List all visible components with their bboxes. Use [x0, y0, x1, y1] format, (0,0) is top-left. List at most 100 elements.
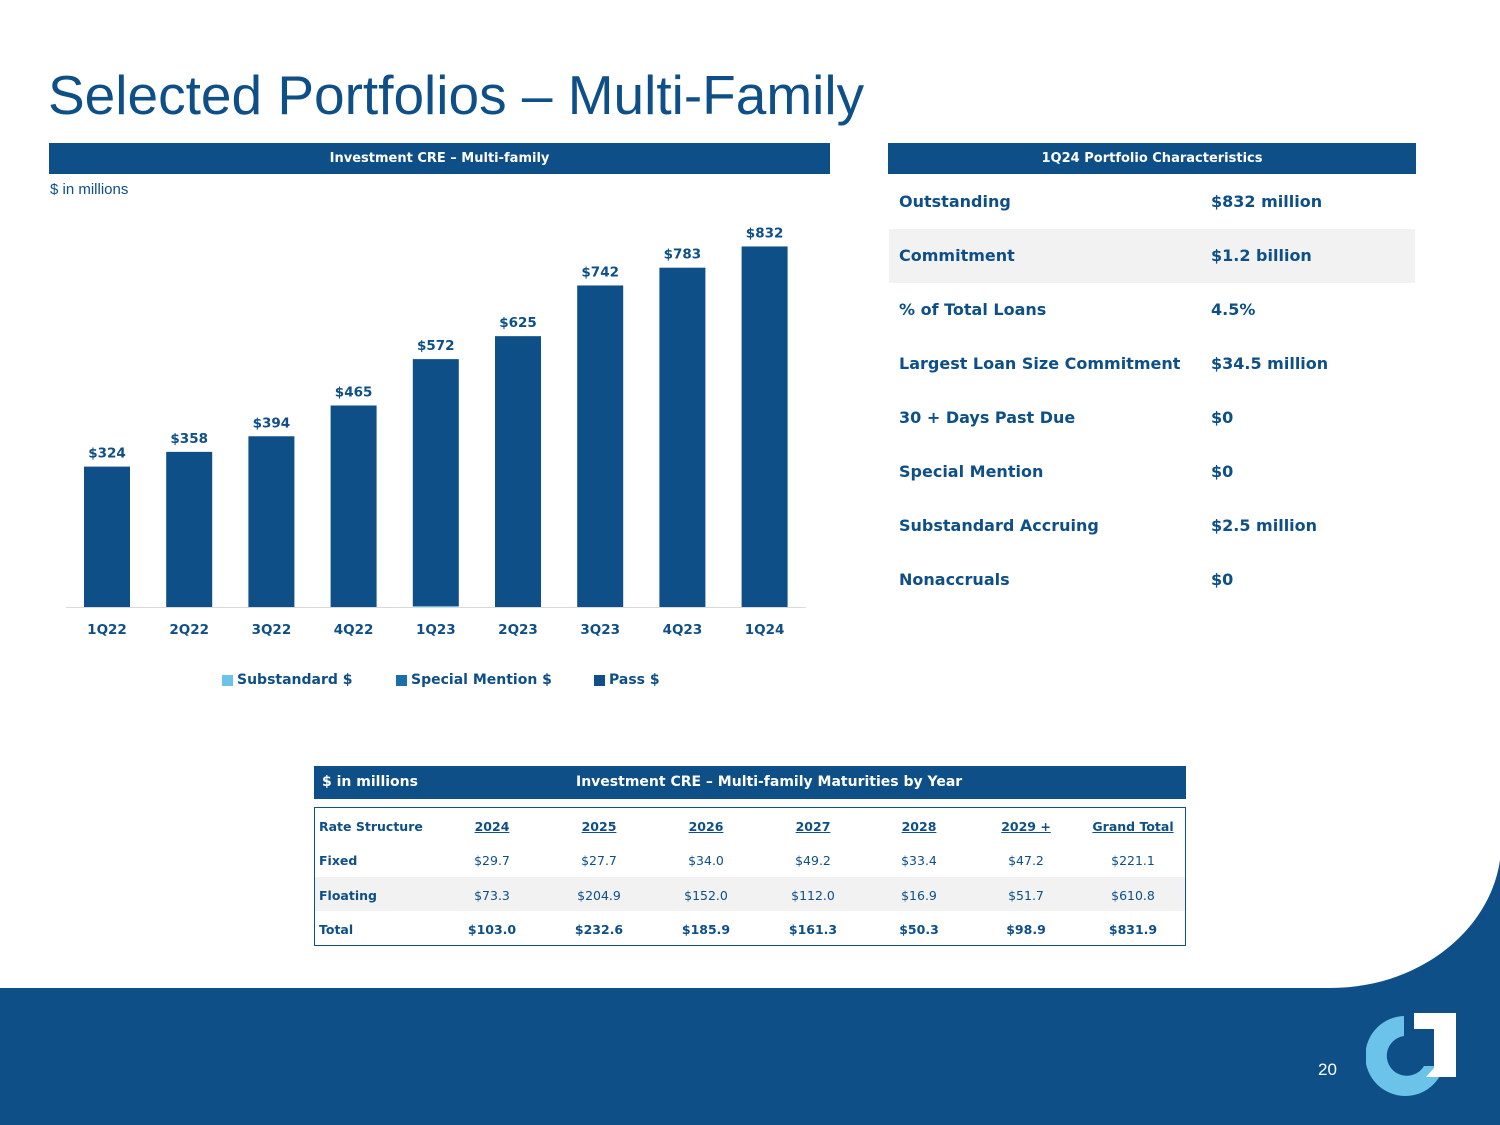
table-cell: $161.3 — [788, 922, 838, 937]
data-label-1Q24: $832 — [746, 225, 784, 241]
char-value: $0 — [1211, 408, 1234, 427]
table-cell: Floating — [319, 888, 377, 903]
company-logo-icon — [1366, 1013, 1456, 1096]
table-cell: $51.7 — [1008, 888, 1044, 903]
char-label: Substandard Accruing — [899, 516, 1099, 535]
table-cell: $16.9 — [901, 888, 937, 903]
table-cell: $98.9 — [1006, 922, 1046, 937]
table-cell: $73.3 — [474, 888, 510, 903]
char-value: $0 — [1211, 462, 1234, 481]
maturities-table: Rate Structure 2024 2025 2026 2027 2028 … — [314, 807, 1186, 946]
table-cell: $27.7 — [581, 853, 617, 868]
char-row-special-mention: Special Mention $0 — [889, 445, 1415, 499]
column-header: Grand Total — [1092, 819, 1174, 834]
x-tick-label-1Q23: 1Q23 — [416, 622, 456, 638]
page-title: Selected Portfolios – Multi-Family — [48, 64, 865, 126]
legend-swatch-substandard — [222, 674, 233, 686]
characteristics-header: 1Q24 Portfolio Characteristics — [888, 143, 1416, 174]
units-note: $ in millions — [50, 181, 129, 198]
bar-1Q24-series-2 — [741, 246, 788, 607]
table-cell: $831.9 — [1108, 922, 1158, 937]
char-row-past-due: 30 + Days Past Due $0 — [889, 391, 1415, 445]
table-cell: $185.9 — [681, 922, 731, 937]
data-label-3Q23: $742 — [581, 264, 619, 280]
char-value: $1.2 billion — [1211, 246, 1312, 265]
table-cell: $152.0 — [684, 888, 728, 903]
table-row-total: Total $103.0 $232.6 $185.9 $161.3 $50.3 … — [315, 911, 1185, 945]
bar-4Q23-series-2 — [659, 267, 706, 607]
char-row-percent-total-loans: % of Total Loans 4.5% — [889, 283, 1415, 337]
bar-1Q23-series-0 — [412, 606, 459, 607]
bar-4Q22-series-2 — [330, 405, 377, 607]
data-label-1Q22: $324 — [88, 446, 126, 462]
column-header: 2027 — [795, 819, 831, 834]
table-cell: $610.8 — [1111, 888, 1155, 903]
legend-swatch-pass — [594, 674, 605, 686]
char-label: Nonaccruals — [899, 570, 1010, 589]
table-cell: $29.7 — [474, 853, 510, 868]
table-cell: $204.9 — [577, 888, 621, 903]
table-cell: Total — [319, 922, 354, 937]
table-header-row: Rate Structure 2024 2025 2026 2027 2028 … — [315, 808, 1185, 842]
data-label-3Q22: $394 — [253, 415, 291, 431]
legend-label-substandard: Substandard $ — [237, 672, 353, 688]
bar-chart: $324 1Q22 $358 2Q22 $394 3Q22 $465 4Q22 $572 1Q23… — [66, 225, 806, 638]
x-tick-label-4Q23: 4Q23 — [663, 622, 703, 638]
table-cell: $221.1 — [1111, 853, 1155, 868]
page-number: 20 — [1318, 1060, 1337, 1079]
table-cell: $50.3 — [899, 922, 939, 937]
maturities-title: Investment CRE – Multi-family Maturities… — [576, 774, 963, 790]
column-header: 2029 + — [1001, 819, 1051, 834]
data-label-1Q23: $572 — [417, 338, 455, 354]
char-row-largest-loan: Largest Loan Size Commitment $34.5 milli… — [889, 337, 1415, 391]
legend-label-special-mention: Special Mention $ — [411, 672, 552, 688]
data-label-2Q22: $358 — [170, 431, 208, 447]
char-label: Commitment — [899, 246, 1015, 265]
bar-3Q23-series-2 — [577, 285, 624, 607]
table-cell: $232.6 — [574, 922, 624, 937]
char-label: 30 + Days Past Due — [899, 408, 1076, 427]
x-tick-label-1Q24: 1Q24 — [745, 622, 785, 638]
char-label: % of Total Loans — [899, 300, 1047, 319]
table-cell: $33.4 — [901, 853, 937, 868]
column-header: Rate Structure — [319, 819, 423, 834]
char-label: Largest Loan Size Commitment — [899, 354, 1181, 373]
table-cell: $49.2 — [795, 853, 831, 868]
x-tick-label-2Q23: 2Q23 — [498, 622, 538, 638]
x-tick-label-3Q23: 3Q23 — [580, 622, 620, 638]
legend-label-pass: Pass $ — [609, 672, 660, 688]
char-value: $0 — [1211, 570, 1234, 589]
char-value: $2.5 million — [1211, 516, 1318, 535]
table-cell: $34.0 — [688, 853, 724, 868]
footer-curve — [1330, 860, 1500, 990]
table-row-fixed: Fixed $29.7 $27.7 $34.0 $49.2 $33.4 $47.… — [315, 842, 1185, 876]
char-row-commitment: Commitment $1.2 billion — [889, 229, 1415, 283]
bar-2Q22-series-2 — [166, 451, 213, 607]
char-value: 4.5% — [1211, 300, 1256, 319]
char-value: $34.5 million — [1211, 354, 1329, 373]
table-cell: Fixed — [319, 853, 358, 868]
char-label: Outstanding — [899, 192, 1011, 211]
legend-item-pass: Pass $ — [594, 672, 660, 688]
column-header: 2028 — [901, 819, 937, 834]
table-row-floating: Floating $73.3 $204.9 $152.0 $112.0 $16.… — [315, 877, 1185, 911]
data-label-4Q23: $783 — [664, 247, 702, 263]
chart-header: Investment CRE – Multi-family — [49, 143, 830, 174]
char-row-substandard-accruing: Substandard Accruing $2.5 million — [889, 499, 1415, 553]
data-label-4Q22: $465 — [335, 385, 373, 401]
x-tick-label-3Q22: 3Q22 — [252, 622, 292, 638]
bar-3Q22-series-2 — [248, 436, 295, 607]
legend-item-special-mention: Special Mention $ — [396, 672, 552, 688]
char-label: Special Mention — [899, 462, 1044, 481]
column-header: 2024 — [474, 819, 510, 834]
footer-band — [0, 988, 1500, 1125]
char-value: $832 million — [1211, 192, 1323, 211]
x-tick-label-1Q22: 1Q22 — [87, 622, 127, 638]
bar-2Q23-series-2 — [495, 336, 541, 607]
table-cell: $47.2 — [1008, 853, 1044, 868]
x-tick-label-4Q22: 4Q22 — [334, 622, 374, 638]
bar-1Q22-series-2 — [84, 466, 130, 607]
legend-item-substandard: Substandard $ — [222, 672, 353, 688]
data-label-2Q23: $625 — [499, 315, 537, 331]
char-row-outstanding: Outstanding $832 million — [889, 175, 1415, 229]
